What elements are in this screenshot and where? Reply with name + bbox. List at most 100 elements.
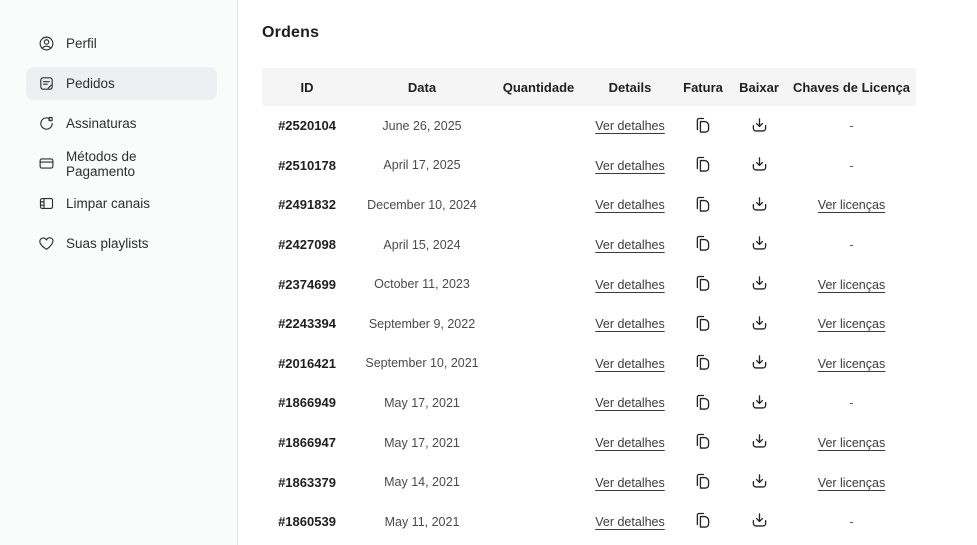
copy-invoice-button[interactable] — [691, 153, 715, 177]
table-row: #1860539 May 11, 2021 Ver detalhes - — [262, 502, 916, 542]
order-id: #1866947 — [278, 435, 336, 451]
view-licenses-link[interactable]: Ver licenças — [817, 277, 886, 292]
copy-invoice-button[interactable] — [691, 390, 715, 414]
view-details-link[interactable]: Ver detalhes — [595, 238, 665, 253]
copy-invoice-button[interactable] — [691, 271, 715, 295]
view-licenses-link[interactable]: Ver licenças — [817, 436, 886, 451]
license-cell: - — [849, 118, 853, 133]
film-icon — [38, 195, 55, 212]
copy-icon — [693, 233, 714, 254]
sidebar-item-metodos-pagamento[interactable]: Métodos de Pagamento — [26, 147, 217, 180]
copy-invoice-button[interactable] — [691, 192, 715, 216]
download-invoice-button[interactable] — [747, 469, 771, 493]
download-invoice-button[interactable] — [747, 509, 771, 533]
license-cell: Ver licenças — [818, 435, 885, 450]
orders-table-header: ID Data Quantidade Details Fatura Baixar… — [262, 68, 916, 106]
view-details-link[interactable]: Ver detalhes — [595, 119, 665, 134]
main-content: Ordens ID Data Quantidade Details Fatura… — [238, 0, 977, 545]
order-id: #2510178 — [278, 157, 336, 173]
copy-invoice-button[interactable] — [691, 232, 715, 256]
license-cell: Ver licenças — [818, 475, 885, 490]
copy-icon — [693, 115, 714, 136]
sidebar-item-label: Métodos de Pagamento — [66, 148, 137, 179]
view-licenses-link[interactable]: Ver licenças — [817, 356, 886, 371]
refresh-icon — [38, 115, 55, 132]
download-icon — [749, 352, 770, 373]
download-icon — [749, 471, 770, 492]
copy-icon — [693, 471, 714, 492]
credit-card-icon — [38, 155, 55, 172]
download-invoice-button[interactable] — [747, 192, 771, 216]
no-license-dash: - — [849, 119, 854, 134]
sidebar-item-suas-playlists[interactable]: Suas playlists — [26, 227, 217, 260]
order-id: #2243394 — [278, 316, 336, 332]
view-details-link[interactable]: Ver detalhes — [595, 475, 665, 490]
license-cell: - — [849, 514, 853, 529]
download-icon — [749, 154, 770, 175]
download-icon — [749, 313, 770, 334]
sidebar-item-pedidos[interactable]: Pedidos — [26, 67, 217, 100]
order-id: #2427098 — [278, 237, 336, 253]
download-invoice-button[interactable] — [747, 271, 771, 295]
view-details-link[interactable]: Ver detalhes — [595, 317, 665, 332]
copy-invoice-button[interactable] — [691, 113, 715, 137]
view-details-link[interactable]: Ver detalhes — [595, 436, 665, 451]
order-date: May 17, 2021 — [384, 435, 460, 450]
view-details-link[interactable]: Ver detalhes — [595, 515, 665, 530]
copy-invoice-button[interactable] — [691, 311, 715, 335]
no-license-dash: - — [849, 396, 854, 411]
license-cell: Ver licenças — [818, 277, 885, 292]
download-invoice-button[interactable] — [747, 232, 771, 256]
view-details-link[interactable]: Ver detalhes — [595, 396, 665, 411]
license-cell: - — [849, 158, 853, 173]
copy-invoice-button[interactable] — [691, 469, 715, 493]
order-id: #2520104 — [278, 118, 336, 134]
view-licenses-link[interactable]: Ver licenças — [817, 198, 886, 213]
view-details-link[interactable]: Ver detalhes — [595, 198, 665, 213]
sidebar-item-label: Perfil — [66, 36, 97, 51]
table-row: #2243394 September 9, 2022 Ver detalhes … — [262, 304, 916, 344]
order-date: April 15, 2024 — [383, 237, 461, 252]
column-header-id: ID — [300, 79, 314, 95]
sidebar-item-label: Limpar canais — [66, 196, 151, 211]
copy-invoice-button[interactable] — [691, 430, 715, 454]
column-header-baixar: Baixar — [739, 79, 779, 95]
copy-icon — [693, 510, 714, 531]
copy-icon — [693, 154, 714, 175]
view-details-link[interactable]: Ver detalhes — [595, 356, 665, 371]
download-invoice-button[interactable] — [747, 153, 771, 177]
orders-table: ID Data Quantidade Details Fatura Baixar… — [262, 68, 916, 542]
order-id: #1866949 — [278, 395, 336, 411]
license-cell: - — [849, 237, 853, 252]
copy-invoice-button[interactable] — [691, 509, 715, 533]
download-invoice-button[interactable] — [747, 351, 771, 375]
no-license-dash: - — [849, 515, 854, 530]
heart-icon — [38, 235, 55, 252]
copy-invoice-button[interactable] — [691, 351, 715, 375]
view-licenses-link[interactable]: Ver licenças — [817, 475, 886, 490]
download-icon — [749, 431, 770, 452]
page-title: Ordens — [262, 24, 320, 41]
orders-table-body: #2520104 June 26, 2025 Ver detalhes - # — [262, 106, 916, 542]
table-row: #2016421 September 10, 2021 Ver detalhes… — [262, 344, 916, 384]
sidebar-item-limpar-canais[interactable]: Limpar canais — [26, 187, 217, 220]
download-invoice-button[interactable] — [747, 390, 771, 414]
table-row: #1866947 May 17, 2021 Ver detalhes Ver l… — [262, 423, 916, 463]
download-invoice-button[interactable] — [747, 311, 771, 335]
view-licenses-link[interactable]: Ver licenças — [817, 317, 886, 332]
download-icon — [749, 510, 770, 531]
order-date: September 10, 2021 — [365, 356, 479, 371]
sidebar-item-perfil[interactable]: Perfil — [26, 27, 217, 60]
table-row: #1866949 May 17, 2021 Ver detalhes - — [262, 383, 916, 423]
order-id: #1860539 — [278, 514, 336, 530]
view-details-link[interactable]: Ver detalhes — [595, 158, 665, 173]
sidebar-item-assinaturas[interactable]: Assinaturas — [26, 107, 217, 140]
download-invoice-button[interactable] — [747, 430, 771, 454]
download-invoice-button[interactable] — [747, 113, 771, 137]
view-details-link[interactable]: Ver detalhes — [595, 277, 665, 292]
table-row: #2427098 April 15, 2024 Ver detalhes - — [262, 225, 916, 265]
license-cell: - — [849, 395, 853, 410]
column-header-fatura: Fatura — [683, 79, 723, 95]
license-cell: Ver licenças — [818, 316, 885, 331]
sidebar: Perfil Pedidos Assinaturas Métodos de Pa… — [0, 0, 238, 545]
